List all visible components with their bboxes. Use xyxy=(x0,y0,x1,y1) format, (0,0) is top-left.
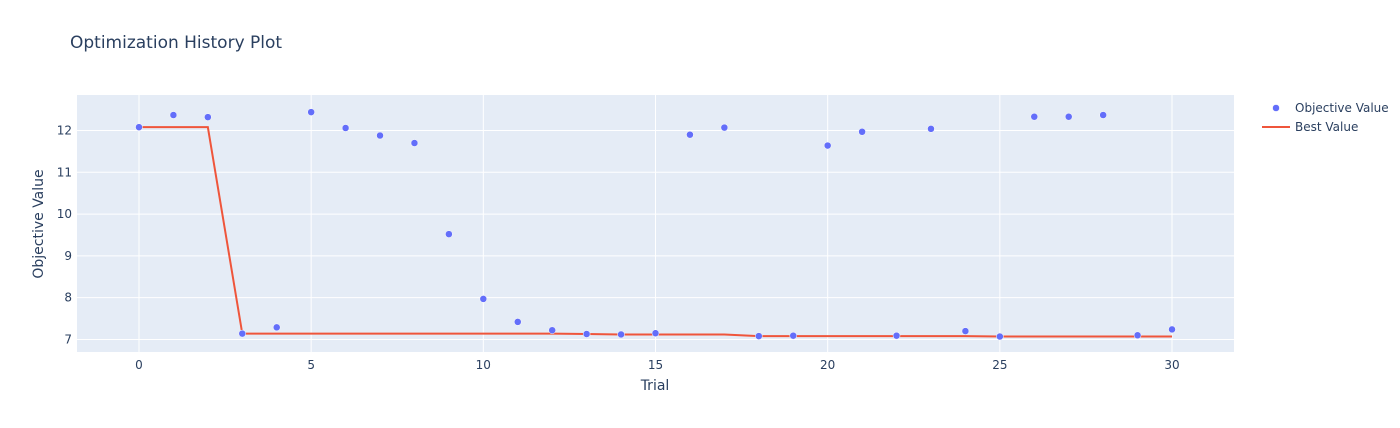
objective-value-markers xyxy=(135,108,1176,341)
objective-value-point[interactable] xyxy=(617,330,625,339)
legend-item-objective-value[interactable]: Objective Value xyxy=(1272,101,1389,115)
y-gridlines xyxy=(77,130,1234,340)
objective-value-point[interactable] xyxy=(1168,325,1176,334)
x-tick-label: 30 xyxy=(1164,358,1179,372)
y-tick-label: 7 xyxy=(64,332,72,346)
objective-value-point[interactable] xyxy=(755,332,763,340)
legend-item-best-value[interactable]: Best Value xyxy=(1262,120,1358,134)
y-tick-labels: 7 8 9 10 11 12 xyxy=(57,124,72,347)
x-gridlines xyxy=(138,95,1173,352)
y-axis-title: Objective Value xyxy=(31,169,47,278)
objective-value-point[interactable] xyxy=(514,318,522,326)
x-axis-title: Trial xyxy=(640,378,670,394)
legend-label-objective-value: Objective Value xyxy=(1295,101,1389,115)
objective-value-point[interactable] xyxy=(823,141,832,150)
objective-value-point[interactable] xyxy=(996,332,1004,341)
objective-value-point[interactable] xyxy=(1099,111,1107,119)
objective-value-point[interactable] xyxy=(479,295,488,303)
objective-value-point[interactable] xyxy=(789,331,797,340)
y-tick-label: 9 xyxy=(64,249,72,263)
x-tick-labels: 0 5 10 15 20 25 30 xyxy=(135,358,1179,372)
objective-value-point[interactable] xyxy=(858,128,866,136)
x-tick-label: 20 xyxy=(820,358,835,372)
x-tick-label: 0 xyxy=(135,358,143,372)
objective-value-point[interactable] xyxy=(272,323,281,332)
objective-value-point[interactable] xyxy=(376,131,384,140)
y-tick-label: 8 xyxy=(64,291,72,305)
objective-value-point[interactable] xyxy=(927,125,935,133)
x-tick-label: 15 xyxy=(648,358,663,372)
y-tick-label: 10 xyxy=(57,207,72,221)
objective-value-point[interactable] xyxy=(961,327,970,335)
x-tick-label: 25 xyxy=(992,358,1007,372)
chart-title: Optimization History Plot xyxy=(70,33,282,53)
objective-value-point[interactable] xyxy=(1133,331,1142,340)
legend: Objective Value Best Value xyxy=(1262,101,1389,134)
objective-value-point[interactable] xyxy=(1064,112,1073,121)
objective-value-point[interactable] xyxy=(548,326,556,335)
objective-value-point[interactable] xyxy=(651,329,660,337)
objective-value-point[interactable] xyxy=(204,113,212,121)
objective-value-point[interactable] xyxy=(1030,112,1039,121)
objective-value-point[interactable] xyxy=(135,123,143,131)
objective-value-point[interactable] xyxy=(686,130,694,139)
objective-value-point[interactable] xyxy=(341,124,350,132)
objective-value-point[interactable] xyxy=(582,330,591,338)
legend-marker-objective-value xyxy=(1272,104,1280,112)
x-tick-label: 5 xyxy=(307,358,315,372)
y-tick-label: 12 xyxy=(57,124,72,138)
objective-value-point[interactable] xyxy=(307,108,315,116)
y-tick-label: 11 xyxy=(57,165,72,179)
objective-value-point[interactable] xyxy=(445,230,453,238)
objective-value-point[interactable] xyxy=(892,331,901,340)
legend-label-best-value: Best Value xyxy=(1295,120,1358,134)
objective-value-point[interactable] xyxy=(238,329,247,338)
objective-value-point[interactable] xyxy=(169,111,178,119)
objective-value-point[interactable] xyxy=(410,139,419,147)
objective-value-point[interactable] xyxy=(720,123,729,132)
x-tick-label: 10 xyxy=(476,358,491,372)
